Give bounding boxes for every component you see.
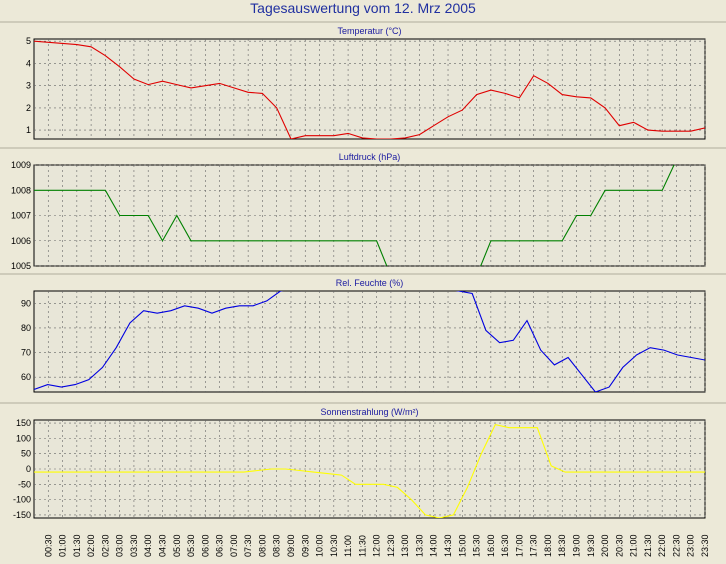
x-tick-label: 02:30 [100,534,110,557]
x-tick-label: 11:00 [343,535,353,557]
x-tick-label: 22:00 [657,534,667,557]
x-tick-label: 17:00 [514,534,524,557]
y-tick-label: 150 [16,418,31,428]
plot-area [33,290,706,393]
y-tick-label: 2 [26,103,31,113]
panel-2: Luftdruck (hPa) 1005 1006 1007 1008 1009 [0,147,726,271]
y-tick-label: 4 [26,58,31,68]
y-tick-label: -100 [13,495,31,505]
y-tick-label: -150 [13,510,31,520]
x-tick-label: 19:30 [586,534,596,557]
x-tick-label: 15:00 [457,534,467,557]
x-tick-label: 18:30 [557,534,567,557]
x-tick-label: 22:30 [671,534,681,557]
x-tick-label: 19:00 [572,534,582,557]
panel-title: Temperatur (°C) [337,26,401,36]
x-tick-label: 23:00 [686,534,696,557]
y-tick-label: 100 [16,433,31,443]
y-tick-label: 1007 [11,211,31,221]
y-tick-label: 80 [21,323,31,333]
x-tick-label: 05:30 [186,534,196,557]
panel-title: Sonnenstrahlung (W/m²) [320,407,418,417]
y-tick-label: 90 [21,298,31,308]
x-tick-label: 04:00 [143,534,153,557]
y-tick-label: 1009 [11,160,31,170]
x-tick-label: 08:30 [272,534,282,557]
x-tick-label: 07:00 [229,534,239,557]
series-line [34,423,705,518]
plot-area [33,38,706,140]
series-line [34,40,705,139]
y-tick-label: 5 [26,36,31,46]
x-tick-label: 07:30 [243,534,253,557]
panel-4: Sonnenstrahlung (W/m²) -150 -100 -50 0 50 100 1… [0,402,726,520]
y-tick-label: -50 [18,479,31,489]
panel-1: Temperatur (°C) 1 2 3 4 5 [0,21,726,140]
x-axis: 00:30 01:00 01:30 02:00 02:30 03:00 03:30 04:00… [43,534,710,557]
x-tick-label: 17:30 [529,534,539,557]
x-tick-label: 21:30 [643,534,653,557]
x-tick-label: 11:30 [357,535,367,557]
y-tick-label: 3 [26,81,31,91]
x-tick-label: 14:00 [429,534,439,557]
x-tick-label: 10:30 [329,534,339,557]
x-tick-label: 02:00 [86,534,96,557]
series-line [34,165,675,266]
y-tick-label: 70 [21,348,31,358]
x-tick-label: 01:30 [72,534,82,557]
x-tick-label: 06:00 [200,534,210,557]
panel-3: Rel. Feuchte (%) 60 70 80 90 [0,273,726,393]
panel-title: Luftdruck (hPa) [339,152,401,162]
x-tick-label: 05:00 [172,534,182,557]
x-tick-label: 14:30 [443,534,453,557]
x-tick-label: 01:00 [58,534,68,557]
x-tick-label: 15:30 [472,534,482,557]
x-tick-label: 10:00 [315,534,325,557]
y-tick-label: 60 [21,372,31,382]
x-tick-label: 06:30 [215,534,225,557]
x-tick-label: 16:30 [500,534,510,557]
series-line [34,291,705,392]
y-tick-label: 1005 [11,261,31,271]
page-title: Tagesauswertung vom 12. Mrz 2005 [250,0,476,16]
y-tick-label: 0 [26,464,31,474]
y-tick-label: 1 [26,125,31,135]
x-tick-label: 09:00 [286,534,296,557]
x-tick-label: 20:00 [600,534,610,557]
x-tick-label: 16:00 [486,534,496,557]
x-tick-label: 03:30 [129,534,139,557]
y-tick-label: 50 [21,449,31,459]
y-tick-label: 1006 [11,236,31,246]
x-tick-label: 18:00 [543,534,553,557]
x-tick-label: 12:00 [372,534,382,557]
y-tick-label: 1008 [11,185,31,195]
x-tick-label: 03:00 [115,534,125,557]
x-tick-label: 23:30 [700,534,710,557]
x-tick-label: 21:00 [629,534,639,557]
panel-title: Rel. Feuchte (%) [336,278,404,288]
x-tick-label: 12:30 [386,534,396,557]
x-tick-label: 08:00 [257,534,267,557]
x-tick-label: 09:30 [300,534,310,557]
x-tick-label: 13:30 [414,534,424,557]
x-tick-label: 20:30 [614,534,624,557]
x-tick-label: 13:00 [400,534,410,557]
x-tick-label: 04:30 [157,534,167,557]
x-tick-label: 00:30 [43,534,53,557]
